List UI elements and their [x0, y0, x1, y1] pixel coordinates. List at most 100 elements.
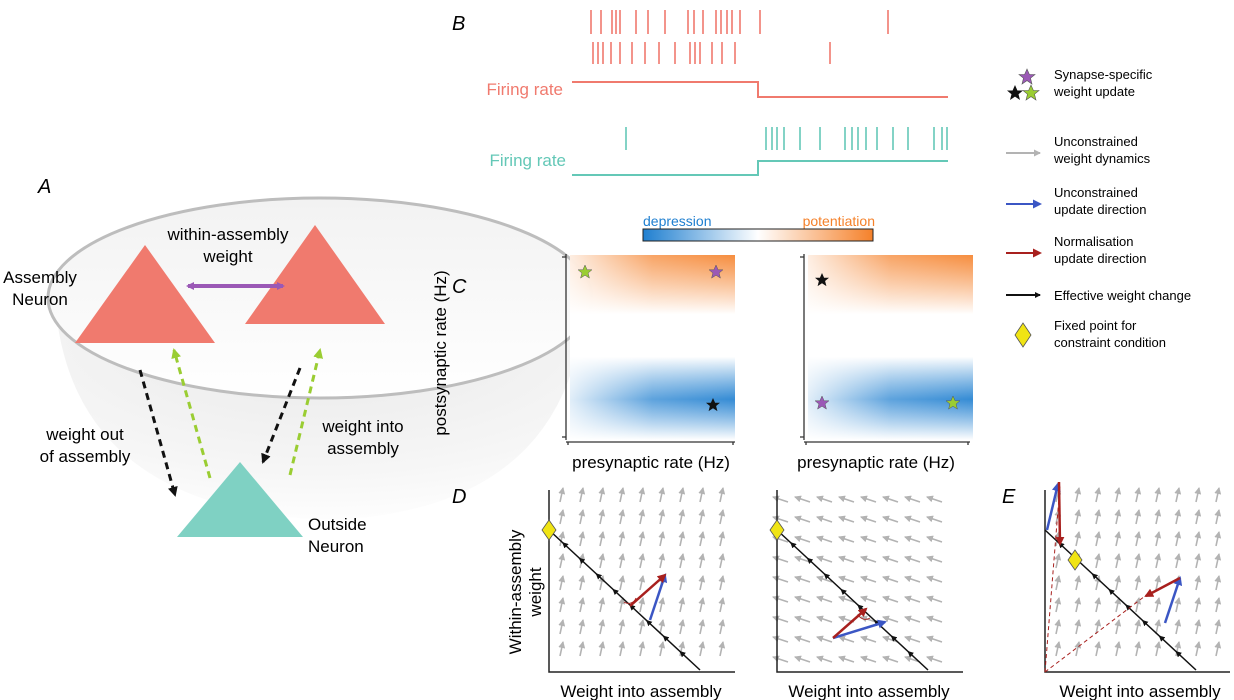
- field-arrow: [658, 531, 666, 547]
- outside-neuron-label-2: Neuron: [308, 537, 364, 556]
- postsynaptic-rate-axis-label: postsynaptic rate (Hz): [431, 270, 450, 435]
- heatmap-left: [570, 255, 735, 440]
- within-assembly-label-1: within-assembly: [167, 225, 289, 244]
- field-arrow: [882, 615, 899, 623]
- e-fixed-point: [1067, 549, 1083, 571]
- field-arrow: [598, 619, 606, 635]
- field-arrow: [1174, 619, 1182, 635]
- field-arrow: [558, 509, 566, 525]
- field-arrow: [904, 595, 921, 603]
- field-arrow: [618, 619, 626, 635]
- field-arrow: [816, 515, 833, 523]
- star-purple-marker: [708, 264, 724, 279]
- field-arrow: [882, 655, 899, 663]
- e-dashed-line-2: [1044, 592, 1150, 673]
- within-assembly-axis-label-1: Within-assembly: [506, 529, 525, 654]
- weight-out-arrow-right: [261, 367, 302, 464]
- field-arrow: [1154, 553, 1162, 569]
- field-arrow: [718, 531, 726, 547]
- field-arrow: [1174, 487, 1182, 503]
- field-arrow: [926, 635, 943, 643]
- field-arrow: [882, 535, 899, 543]
- field-arrow: [794, 515, 811, 523]
- field-arrow: [1214, 575, 1222, 591]
- field-arrow: [698, 487, 706, 503]
- d-right-fixed-point: [769, 519, 785, 541]
- field-arrow: [698, 619, 706, 635]
- field-arrow: [794, 655, 811, 663]
- panel-b: B Firing rate Firing rate: [452, 10, 948, 176]
- field-arrow: [558, 619, 566, 635]
- field-arrow: [558, 553, 566, 569]
- field-arrow: [816, 655, 833, 663]
- legend-item-3-line-2: update direction: [1054, 202, 1147, 217]
- field-arrow: [1054, 531, 1062, 547]
- field-arrow: [794, 595, 811, 603]
- assembly-neuron-right: [245, 225, 385, 324]
- panel-label-b: B: [452, 13, 465, 35]
- field-arrow: [838, 515, 855, 523]
- field-arrow: [718, 509, 726, 525]
- d-left-fixed-point: [541, 519, 557, 541]
- field-arrow: [1214, 509, 1222, 525]
- heatmap-right-x-axis: [804, 441, 970, 445]
- field-arrow: [860, 495, 877, 503]
- colorbar-depression-label: depression: [643, 213, 712, 229]
- assembly-neuron-label-1: Assembly: [3, 268, 77, 287]
- field-arrow: [794, 535, 811, 543]
- field-arrow: [1134, 597, 1142, 613]
- field-arrow: [772, 515, 789, 523]
- field-arrow: [794, 615, 811, 623]
- firing-rate-pre-label: Firing rate: [486, 80, 563, 99]
- field-arrow: [860, 595, 877, 603]
- field-arrow: [1194, 597, 1202, 613]
- field-arrow: [1054, 575, 1062, 591]
- field-arrow: [772, 635, 789, 643]
- field-arrow: [926, 555, 943, 563]
- field-arrow: [618, 575, 626, 591]
- d-left-axes: [548, 490, 735, 673]
- field-arrow: [578, 641, 586, 657]
- field-arrow: [658, 641, 666, 657]
- field-arrow: [1074, 619, 1082, 635]
- field-arrow: [598, 575, 606, 591]
- field-arrow: [598, 531, 606, 547]
- field-arrow: [1094, 575, 1102, 591]
- panel-d: D Within-assembly weight Weight into ass…: [452, 486, 963, 700]
- e-constraint-line: [1044, 529, 1197, 671]
- field-arrow: [1214, 487, 1222, 503]
- constraint-arrow: [562, 542, 569, 549]
- colorbar: [642, 228, 874, 242]
- field-arrow: [772, 575, 789, 583]
- field-arrow: [904, 535, 921, 543]
- e-red-arrow-top: [1055, 481, 1065, 546]
- e-red-arrow-bottom: [1144, 576, 1181, 598]
- field-arrow: [904, 615, 921, 623]
- field-arrow: [698, 531, 706, 547]
- d-right-right-angle-mark: [857, 613, 871, 620]
- field-arrow: [698, 575, 706, 591]
- field-arrow: [1134, 509, 1142, 525]
- field-arrow: [578, 531, 586, 547]
- e-xlabel: Weight into assembly: [1059, 682, 1221, 700]
- weight-into-label-2: assembly: [327, 439, 399, 458]
- outside-neuron: [177, 462, 303, 537]
- field-arrow: [816, 595, 833, 603]
- field-arrow: [1094, 597, 1102, 613]
- legend-item-3-line-1: Unconstrained: [1054, 185, 1138, 200]
- field-arrow: [1154, 597, 1162, 613]
- field-arrow: [926, 615, 943, 623]
- field-arrow: [904, 635, 921, 643]
- field-arrow: [558, 575, 566, 591]
- panel-label-a: A: [37, 176, 51, 198]
- panel-c: C depression potentiation postsynaptic r…: [431, 213, 973, 472]
- d-right-red-arrow: [832, 607, 868, 639]
- field-arrow: [926, 535, 943, 543]
- field-arrow: [658, 553, 666, 569]
- field-arrow: [1074, 531, 1082, 547]
- field-arrow: [1134, 553, 1142, 569]
- field-arrow: [558, 597, 566, 613]
- field-arrow: [860, 575, 877, 583]
- constraint-arrow: [874, 619, 881, 627]
